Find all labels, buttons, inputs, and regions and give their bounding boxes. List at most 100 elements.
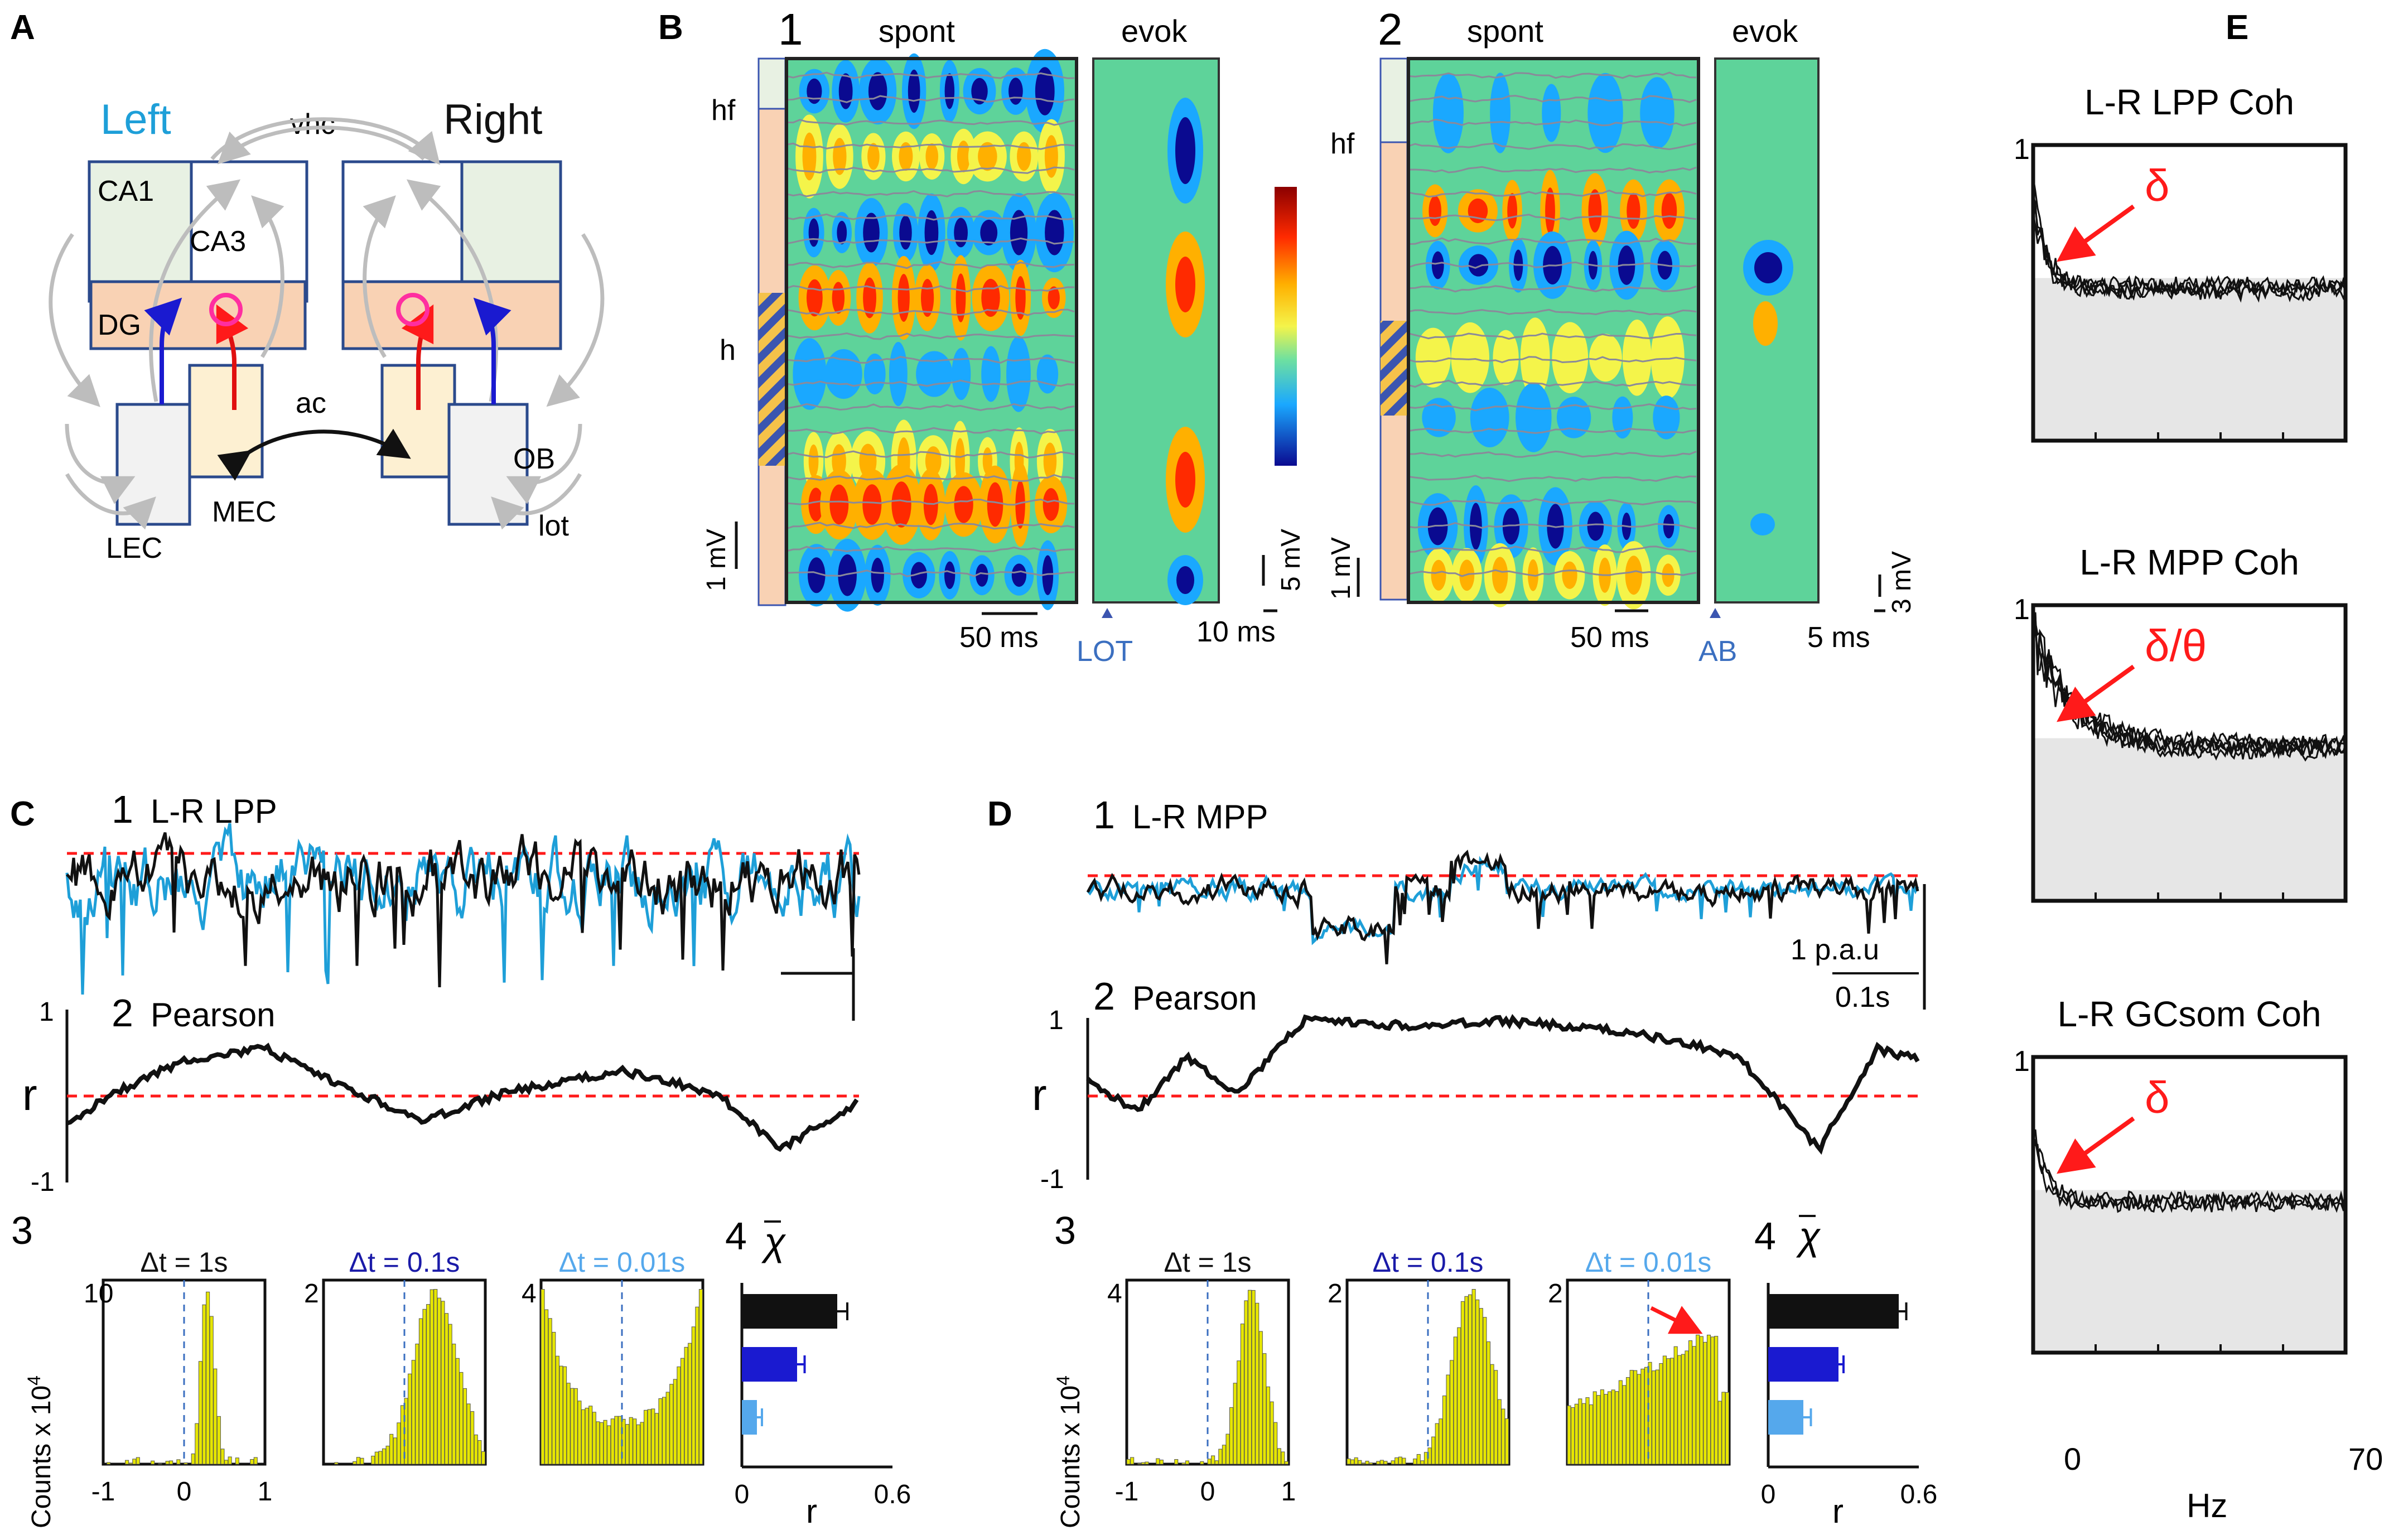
c-hist-bar <box>445 1313 449 1465</box>
csd-blob-core <box>894 355 903 393</box>
d-hist-bar <box>1159 1460 1164 1465</box>
c-hist-bar <box>662 1397 667 1465</box>
csd-blob-core <box>924 210 939 255</box>
right-dg-box <box>341 280 562 350</box>
lfp-trace-line <box>785 119 1075 126</box>
c-r-bot-tick: -1 <box>31 1167 55 1197</box>
d-hist-bar <box>1255 1302 1260 1465</box>
c-bar-xtick: 0.6 <box>874 1480 911 1509</box>
lfp-trace-line <box>1407 214 1697 221</box>
lfp-trace-line <box>1407 237 1697 245</box>
d-r-top-tick: 1 <box>1049 1006 1064 1035</box>
lfp-trace-line <box>785 308 1075 316</box>
b1-50ms-label: 50 ms <box>959 621 1039 654</box>
c-hist-bar <box>466 1403 471 1465</box>
d-hist-bar <box>1460 1301 1465 1465</box>
d-chi-bar <box>1768 1400 1803 1435</box>
e-shaded-region <box>2033 738 2346 901</box>
e-x-start-tick: 0 <box>2064 1441 2081 1476</box>
c-hist-bar <box>418 1318 423 1465</box>
csd-blob-core <box>1596 90 1614 136</box>
b1-evok-label: evok <box>1121 13 1188 49</box>
csd-blob-core <box>1440 90 1456 136</box>
c-hist-bar <box>378 1451 383 1465</box>
d-hist-ymax: 4 <box>1107 1279 1122 1309</box>
c-hist-bar <box>452 1344 456 1465</box>
d-hist-bar <box>1181 1462 1186 1465</box>
csd-blob-core <box>1562 561 1577 589</box>
d-hist-bar <box>1567 1405 1571 1465</box>
panel-d: 1 L-R MPP 1 p.a.u 0.1s 2 Pearson 1 -1 r … <box>1032 793 1937 1530</box>
left-red-path <box>216 304 249 410</box>
csd-blob-core <box>1048 286 1060 310</box>
csd-blob-core <box>1617 405 1628 430</box>
c-hist-bar <box>651 1408 655 1465</box>
c-title2: Pearson <box>151 996 275 1034</box>
csd-blob-core <box>944 73 955 109</box>
d-hist-bar <box>1251 1290 1256 1465</box>
csd-blob-core <box>832 282 845 314</box>
e-coherence-trace <box>2032 205 2347 295</box>
d-hist-bar <box>1611 1389 1615 1465</box>
d-hist-bar <box>1379 1460 1384 1465</box>
d-counts-label: Counts x 104 <box>1053 1375 1085 1528</box>
d-hist-bar <box>1637 1374 1641 1465</box>
d-hist-bar <box>1471 1289 1476 1465</box>
csd-blob-core <box>1662 563 1674 587</box>
b1-h-label: h <box>720 334 736 366</box>
d-hist-bar <box>1214 1460 1219 1465</box>
d-bar-xtick: 0.6 <box>1900 1480 1938 1509</box>
d-hist-bar <box>1608 1391 1612 1465</box>
lfp-trace-line <box>1407 522 1697 530</box>
d-hist-bar <box>1696 1334 1700 1465</box>
d-hist-bar <box>1699 1336 1704 1465</box>
b2-evok-csd-map <box>1714 57 1820 604</box>
d-bar-xlabel: r <box>1832 1493 1844 1530</box>
b1-stim-label: LOT <box>1077 635 1133 668</box>
csd-blob-core <box>1042 555 1054 596</box>
d-hist-bar <box>1354 1457 1358 1465</box>
lfp-trace-line <box>1407 166 1697 173</box>
lfp-trace-line <box>1407 285 1697 293</box>
d-hist-bar <box>1479 1308 1483 1465</box>
csd-blob-core <box>829 484 849 525</box>
c-hist-bar <box>658 1398 663 1465</box>
panel-b: 1 2 spont evok spont evok hf h 1 mV 5 mV <box>702 4 1917 668</box>
d-pearson-trace <box>1086 1013 1920 1155</box>
c-hist-bar <box>680 1358 685 1465</box>
c-hist-bar <box>176 1459 181 1465</box>
csd-blob-core <box>838 73 853 109</box>
csd-blob-core <box>1010 210 1028 255</box>
d-hist-bar <box>1681 1354 1685 1465</box>
d-hist-bar <box>1439 1418 1443 1465</box>
b2-spont-label: spont <box>1467 13 1543 49</box>
csd-blob-core <box>807 557 826 593</box>
c-hist-ymax: 4 <box>522 1279 537 1309</box>
c-hist-bar <box>592 1412 596 1465</box>
label-left: Left <box>100 96 171 143</box>
label-ca3: CA3 <box>190 225 246 258</box>
c-sub3: 3 <box>11 1209 33 1252</box>
csd-blob-core <box>834 359 853 389</box>
b1-hatched-region <box>759 293 785 466</box>
b2-hatched-region <box>1381 321 1407 416</box>
label-lot: lot <box>538 510 569 542</box>
d-hist-bar <box>1270 1401 1274 1465</box>
c-hist-bar <box>555 1355 559 1465</box>
d-sub2: 2 <box>1093 974 1115 1018</box>
c-hist-bar <box>433 1289 438 1465</box>
d-hist-bar <box>1185 1460 1190 1465</box>
d-hist-bar <box>1416 1454 1421 1465</box>
c-hist-bar <box>400 1405 405 1465</box>
c-hist-bar <box>644 1410 648 1465</box>
label-mec: MEC <box>212 496 277 528</box>
c-hist-bar <box>633 1418 637 1465</box>
d-hist-bar <box>1369 1462 1373 1465</box>
d-bar-xtick: 0 <box>1761 1480 1776 1509</box>
lfp-trace-line <box>785 427 1074 435</box>
e-x-label: Hz <box>2187 1487 2227 1524</box>
c-hist-bar <box>544 1309 549 1465</box>
c-hist-bar <box>566 1383 571 1465</box>
panel-b-sub1: 1 <box>778 4 803 54</box>
csd-blob-core <box>1627 192 1640 229</box>
